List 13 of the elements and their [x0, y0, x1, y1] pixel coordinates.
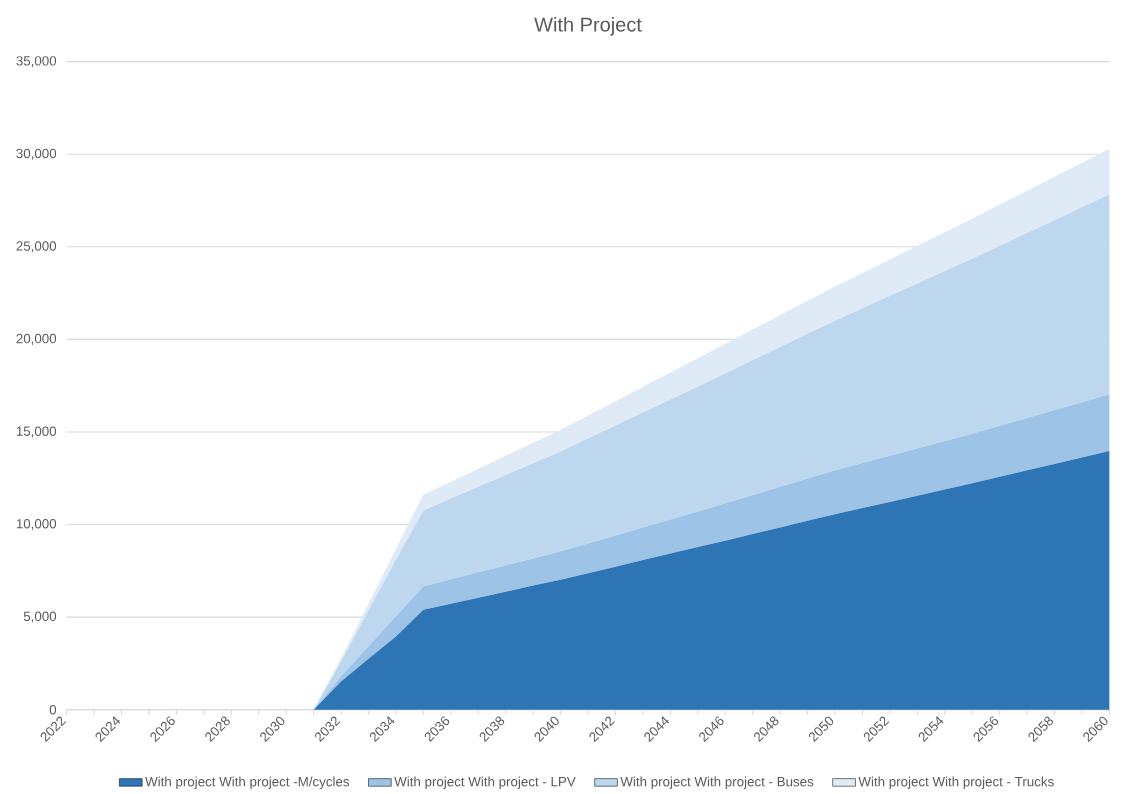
- y-tick-label: 15,000: [16, 426, 57, 438]
- y-tick-label: 35,000: [16, 56, 57, 68]
- y-tick-label: 5,000: [23, 611, 57, 623]
- legend-label: With project With project - Trucks: [858, 776, 1054, 790]
- legend-label: With project With project -M/cycles: [145, 776, 350, 790]
- chart-title: With Project: [534, 17, 642, 36]
- legend-label: With project With project - Buses: [620, 776, 814, 790]
- y-tick-label: 10,000: [16, 519, 57, 531]
- legend-label: With project With project - LPV: [394, 776, 576, 790]
- y-tick-label: 20,000: [16, 334, 57, 346]
- y-tick-label: 30,000: [16, 148, 57, 160]
- y-tick-label: 25,000: [16, 241, 57, 253]
- y-tick-label: 0: [49, 705, 57, 715]
